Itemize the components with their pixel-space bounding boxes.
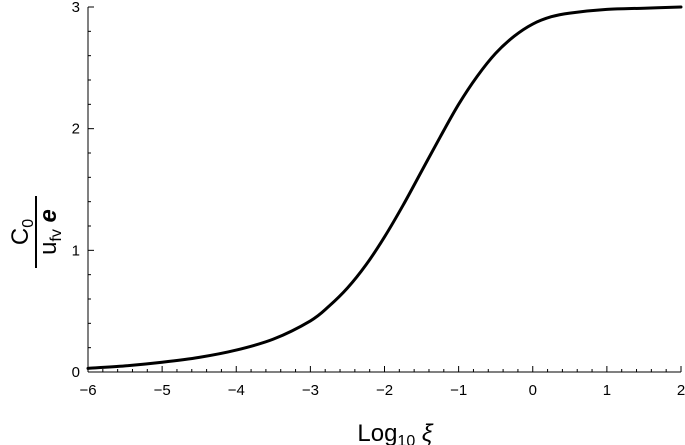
y-axis-title-denominator: ufv e bbox=[35, 209, 65, 255]
x-axis-title-space bbox=[415, 420, 422, 445]
series-layer bbox=[86, 5, 683, 370]
series-line-0 bbox=[86, 5, 683, 370]
y-axis-denominator-space bbox=[35, 222, 62, 229]
x-axis-title-sub: 10 bbox=[397, 433, 415, 445]
x-axis-title-symbol: ξ bbox=[422, 420, 434, 445]
y-axis-denominator-main: u bbox=[35, 242, 62, 255]
x-axis-title-main: Log bbox=[357, 420, 397, 445]
y-tick-label: 0 bbox=[72, 364, 80, 381]
y-axis-title-numerator: C0 bbox=[7, 219, 37, 245]
axes bbox=[87, 7, 681, 373]
tick-labels: −6 −5 −4 −3 −2 −1 0 1 2 0 1 2 3 bbox=[72, 0, 685, 399]
y-axis-title: C0 ufv e bbox=[7, 196, 65, 268]
x-axis-title: Log10 ξ bbox=[357, 420, 434, 445]
x-tick-label: −2 bbox=[376, 382, 393, 399]
y-axis-numerator-main: C bbox=[7, 228, 34, 245]
y-axis-numerator-sub: 0 bbox=[20, 219, 37, 228]
y-axis-denominator-sub: fv bbox=[48, 229, 65, 241]
tick-marks bbox=[87, 6, 682, 373]
y-tick-label: 3 bbox=[72, 0, 80, 16]
y-tick-label: 1 bbox=[72, 242, 80, 259]
x-tick-label: −5 bbox=[154, 382, 171, 399]
y-tick-label: 2 bbox=[72, 121, 80, 138]
x-tick-label: 0 bbox=[529, 382, 537, 399]
x-tick-label: −1 bbox=[450, 382, 467, 399]
x-tick-label: 2 bbox=[677, 382, 685, 399]
x-tick-label: −4 bbox=[228, 382, 245, 399]
x-tick-label: 1 bbox=[603, 382, 611, 399]
x-tick-label: −6 bbox=[79, 382, 96, 399]
y-axis-denominator-symbol: e bbox=[35, 209, 62, 222]
x-tick-label: −3 bbox=[302, 382, 319, 399]
